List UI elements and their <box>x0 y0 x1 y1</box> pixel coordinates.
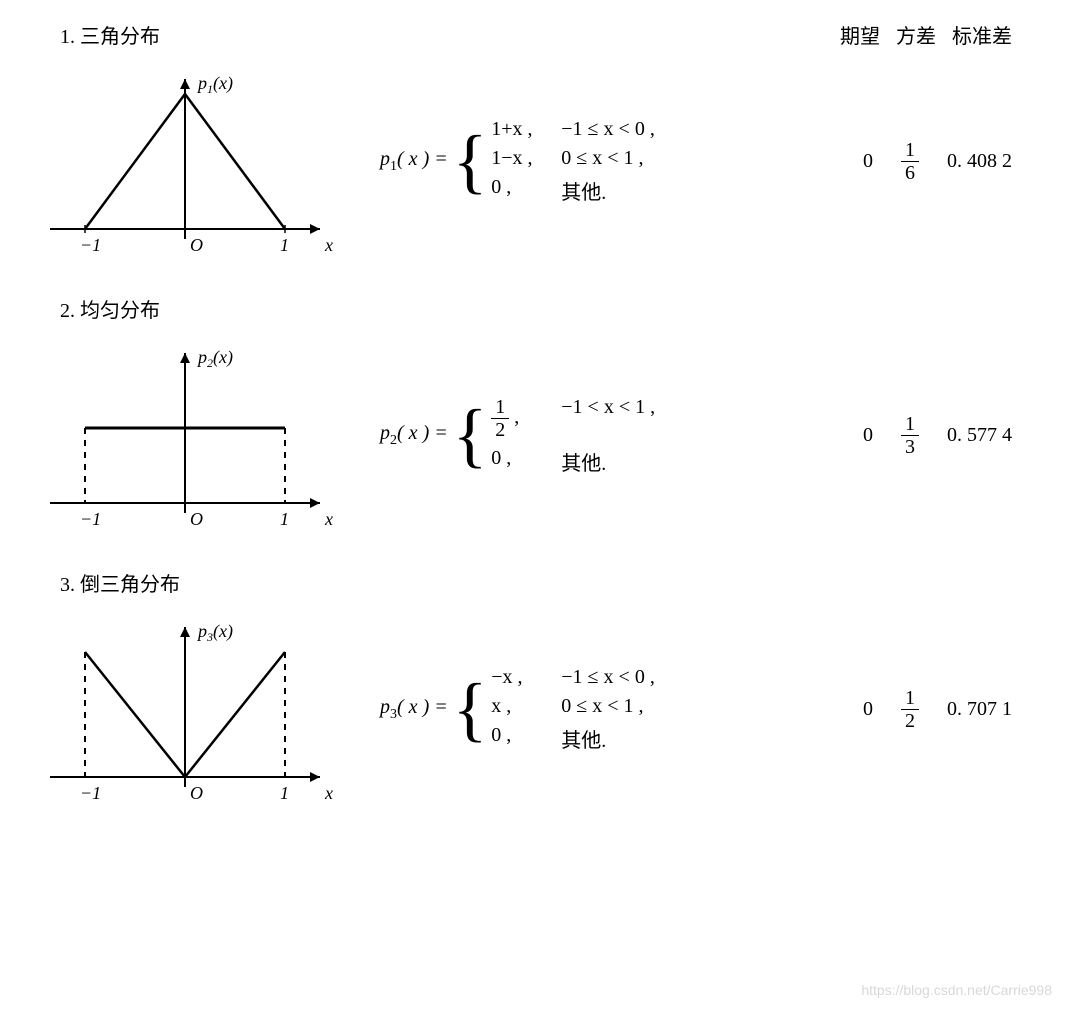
formula-1: p1( x ) = { 1+x ,−1 ≤ x < 0 , 1−x ,0 ≤ x… <box>340 118 752 205</box>
svg-text:O: O <box>190 509 203 529</box>
dist-row-3: −1 O 1 x p3(x) p3( x ) = { −x ,−1 ≤ x < … <box>30 607 1042 812</box>
formula-3-cases: −x ,−1 ≤ x < 0 , x ,0 ≤ x < 1 , 0 ,其他. <box>491 666 655 753</box>
svg-text:x: x <box>324 235 333 255</box>
variance-1: 1 6 <box>901 139 919 184</box>
stats-3: 0 1 2 0. 707 1 <box>752 687 1042 732</box>
header-row: 1. 三角分布 期望 方差 标准差 <box>30 20 1042 49</box>
formula-1-lhs: p1( x ) = <box>380 148 448 175</box>
svg-text:1: 1 <box>280 235 289 255</box>
svg-text:x: x <box>324 783 333 803</box>
section-1-index: 1. <box>60 26 75 48</box>
svg-text:−1: −1 <box>80 509 101 529</box>
svg-text:1: 1 <box>280 783 289 803</box>
graph-3: −1 O 1 x p3(x) <box>30 607 340 812</box>
svg-text:p3(x): p3(x) <box>196 621 233 644</box>
stddev-3: 0. 707 1 <box>947 698 1012 721</box>
formula-3: p3( x ) = { −x ,−1 ≤ x < 0 , x ,0 ≤ x < … <box>340 666 752 753</box>
formula-2-cases: 12 , −1 < x < 1 , 0 ,其他. <box>491 396 655 476</box>
formula-1-cases: 1+x ,−1 ≤ x < 0 , 1−x ,0 ≤ x < 1 , 0 ,其他… <box>491 118 655 205</box>
expectation-1: 0 <box>863 150 873 173</box>
header-expectation: 期望 <box>840 20 880 49</box>
brace-icon: { <box>453 403 488 468</box>
formula-3-lhs: p3( x ) = <box>380 696 448 723</box>
section-1-title: 1. 三角分布 <box>30 20 160 49</box>
variance-3: 1 2 <box>901 687 919 732</box>
stddev-1: 0. 408 2 <box>947 150 1012 173</box>
brace-icon: { <box>453 129 488 194</box>
header-variance: 方差 <box>896 20 936 49</box>
stddev-2: 0. 577 4 <box>947 424 1012 447</box>
svg-text:O: O <box>190 783 203 803</box>
header-stddev: 标准差 <box>952 20 1012 49</box>
stats-2: 0 1 3 0. 577 4 <box>752 413 1042 458</box>
svg-text:p1(x): p1(x) <box>196 73 233 96</box>
svg-text:x: x <box>324 509 333 529</box>
formula-2: p2( x ) = { 12 , −1 < x < 1 , 0 ,其他. <box>340 396 752 476</box>
stats-header: 期望 方差 标准差 <box>840 20 1042 49</box>
svg-text:−1: −1 <box>80 783 101 803</box>
section-3-title: 3. 倒三角分布 <box>30 568 1042 597</box>
graph-2: −1 O 1 x p2(x) <box>30 333 340 538</box>
dist-row-2: −1 O 1 x p2(x) p2( x ) = { 12 , −1 < x <… <box>30 333 1042 538</box>
expectation-2: 0 <box>863 424 873 447</box>
brace-icon: { <box>453 677 488 742</box>
graph-1: −1 O 1 x p1(x) <box>30 59 340 264</box>
svg-text:−1: −1 <box>80 235 101 255</box>
section-1-name: 三角分布 <box>80 26 160 48</box>
dist-row-1: −1 O 1 x p1(x) p1( x ) = { 1+x ,−1 ≤ x <… <box>30 59 1042 264</box>
watermark: https://blog.csdn.net/Carrie998 <box>861 982 1052 998</box>
section-2-title: 2. 均匀分布 <box>30 294 1042 323</box>
svg-text:p2(x): p2(x) <box>196 347 233 370</box>
svg-text:O: O <box>190 235 203 255</box>
svg-text:1: 1 <box>280 509 289 529</box>
stats-1: 0 1 6 0. 408 2 <box>752 139 1042 184</box>
variance-2: 1 3 <box>901 413 919 458</box>
formula-2-lhs: p2( x ) = <box>380 422 448 449</box>
expectation-3: 0 <box>863 698 873 721</box>
